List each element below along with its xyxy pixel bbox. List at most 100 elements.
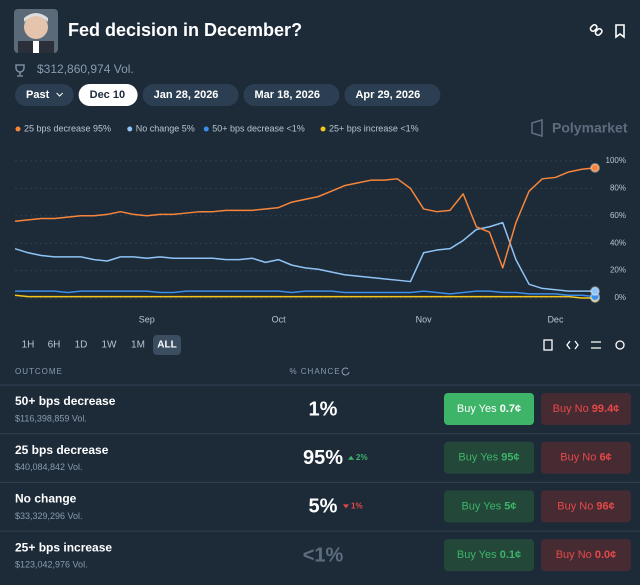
change-arrow bbox=[343, 504, 349, 509]
buy-yes-button[interactable] bbox=[444, 490, 534, 523]
no-price: 6¢ bbox=[599, 452, 611, 464]
chance: <1% bbox=[303, 544, 344, 566]
dropdown-caret bbox=[56, 92, 63, 97]
x-tick-label: Dec bbox=[547, 314, 564, 324]
legend-swatch bbox=[127, 126, 133, 132]
series-line bbox=[15, 290, 596, 298]
date-tab-label: Jan 28, 2026 bbox=[154, 89, 219, 101]
avatar bbox=[14, 9, 58, 53]
date-tab[interactable] bbox=[78, 84, 138, 106]
outcome-name: 25+ bps increase bbox=[15, 540, 112, 554]
buy-no-text: Buy No bbox=[553, 403, 589, 415]
buy-yes-label: Buy Yes 0.7¢ bbox=[457, 403, 521, 415]
series-line bbox=[14, 167, 596, 269]
y-tick-label: 60% bbox=[610, 211, 626, 220]
buy-yes-label: Buy Yes 95¢ bbox=[458, 452, 519, 464]
range-tab[interactable]: 1W bbox=[102, 340, 118, 351]
yes-price: 95¢ bbox=[501, 452, 519, 464]
buy-yes-text: Buy Yes bbox=[461, 500, 501, 512]
date-tab-label: Mar 18, 2026 bbox=[255, 89, 320, 101]
range-tab[interactable]: 1M bbox=[131, 340, 145, 351]
buy-yes-button[interactable] bbox=[444, 441, 534, 474]
chart-tools[interactable] bbox=[543, 339, 625, 351]
buy-no-label: Buy No 0.0¢ bbox=[556, 549, 617, 561]
range-tab[interactable]: ALL bbox=[157, 340, 176, 351]
date-tab-label: Dec 10 bbox=[90, 89, 125, 101]
y-tick-label: 20% bbox=[610, 266, 626, 275]
buy-yes-text: Buy Yes bbox=[457, 403, 497, 415]
y-tick-label: 80% bbox=[610, 184, 626, 193]
title: Fed decision in December? bbox=[68, 20, 302, 40]
trophy-icon bbox=[15, 64, 25, 77]
date-tab[interactable] bbox=[344, 84, 441, 106]
outcome-name: No change bbox=[15, 492, 77, 506]
buy-no-text: Buy No bbox=[556, 549, 592, 561]
buy-yes-label: Buy Yes 0.1¢ bbox=[457, 549, 521, 561]
series-line bbox=[14, 294, 595, 299]
buy-yes-text: Buy Yes bbox=[457, 549, 497, 561]
legend-label: 25 bps decrease 95% bbox=[24, 123, 111, 133]
end-dot bbox=[590, 162, 600, 173]
range-tab-active bbox=[153, 335, 181, 355]
buy-yes-label: Buy Yes 5¢ bbox=[461, 500, 516, 512]
change: 1% bbox=[351, 502, 363, 511]
buy-no-label: Buy No 99.4¢ bbox=[553, 403, 620, 415]
buy-no-button[interactable] bbox=[541, 539, 631, 572]
brand: Polymarket bbox=[552, 120, 628, 136]
buy-no-button[interactable] bbox=[541, 441, 631, 474]
buy-no-text: Buy No bbox=[557, 500, 593, 512]
buy-no-text: Buy No bbox=[560, 452, 596, 464]
no-price: 99.4¢ bbox=[592, 403, 620, 415]
y-tick-label: 40% bbox=[610, 238, 626, 247]
legend-swatch bbox=[203, 126, 209, 132]
outcome-volume: $116,398,859 Vol. bbox=[15, 413, 87, 423]
column-header: OUTCOME bbox=[15, 367, 63, 376]
series-line bbox=[14, 221, 595, 292]
yes-price: 0.1¢ bbox=[500, 549, 521, 561]
no-price: 0.0¢ bbox=[595, 549, 616, 561]
outcome-volume: $40,084,842 Vol. bbox=[15, 462, 83, 472]
end-dot bbox=[590, 286, 600, 297]
legend-swatch bbox=[15, 126, 21, 132]
outcome-name: 25 bps decrease bbox=[15, 443, 109, 457]
link-icon[interactable] bbox=[589, 23, 603, 37]
brand-logo: Polymarket bbox=[531, 118, 628, 138]
column-header: % CHANCE bbox=[289, 367, 340, 376]
bookmark-icon[interactable] bbox=[615, 24, 625, 39]
legend-label: No change 5% bbox=[136, 123, 195, 133]
x-tick-label: Nov bbox=[416, 314, 433, 324]
chance: 5% bbox=[309, 496, 338, 518]
no-price: 96¢ bbox=[596, 500, 614, 512]
outcome-volume: $123,042,976 Vol. bbox=[15, 559, 88, 569]
volume: $312,860,974 Vol. bbox=[37, 62, 134, 76]
buy-no-label: Buy No 96¢ bbox=[557, 500, 615, 512]
range-tab[interactable]: 6H bbox=[48, 340, 61, 351]
y-tick-label: 0% bbox=[614, 293, 626, 302]
change-arrow bbox=[348, 455, 354, 460]
range-tab[interactable]: 1D bbox=[75, 340, 88, 351]
refresh-icon bbox=[341, 367, 350, 376]
buy-no-label: Buy No 6¢ bbox=[560, 452, 611, 464]
date-tab[interactable] bbox=[15, 84, 74, 106]
buy-yes-button[interactable] bbox=[444, 539, 534, 572]
yes-price: 0.7¢ bbox=[500, 403, 521, 415]
buy-no-button[interactable] bbox=[541, 393, 631, 425]
legend-label: 50+ bps decrease <1% bbox=[212, 123, 305, 133]
change: 2% bbox=[356, 453, 368, 462]
buy-yes-text: Buy Yes bbox=[458, 452, 498, 464]
outcome-volume: $33,329,296 Vol. bbox=[15, 511, 83, 521]
legend-swatch bbox=[320, 126, 326, 132]
chance: 1% bbox=[309, 398, 338, 420]
range-tab[interactable]: 1H bbox=[22, 340, 35, 351]
date-tab-label: Past bbox=[26, 89, 50, 101]
date-tab[interactable] bbox=[142, 84, 239, 106]
legend-label: 25+ bps increase <1% bbox=[329, 123, 419, 133]
buy-yes-button[interactable] bbox=[444, 393, 534, 425]
x-tick-label: Sep bbox=[139, 314, 155, 324]
chance: 95% bbox=[303, 447, 343, 469]
date-tab[interactable] bbox=[243, 84, 340, 106]
outcome-name: 50+ bps decrease bbox=[15, 394, 116, 408]
date-tab-label: Apr 29, 2026 bbox=[355, 89, 420, 101]
buy-no-button[interactable] bbox=[541, 490, 631, 523]
